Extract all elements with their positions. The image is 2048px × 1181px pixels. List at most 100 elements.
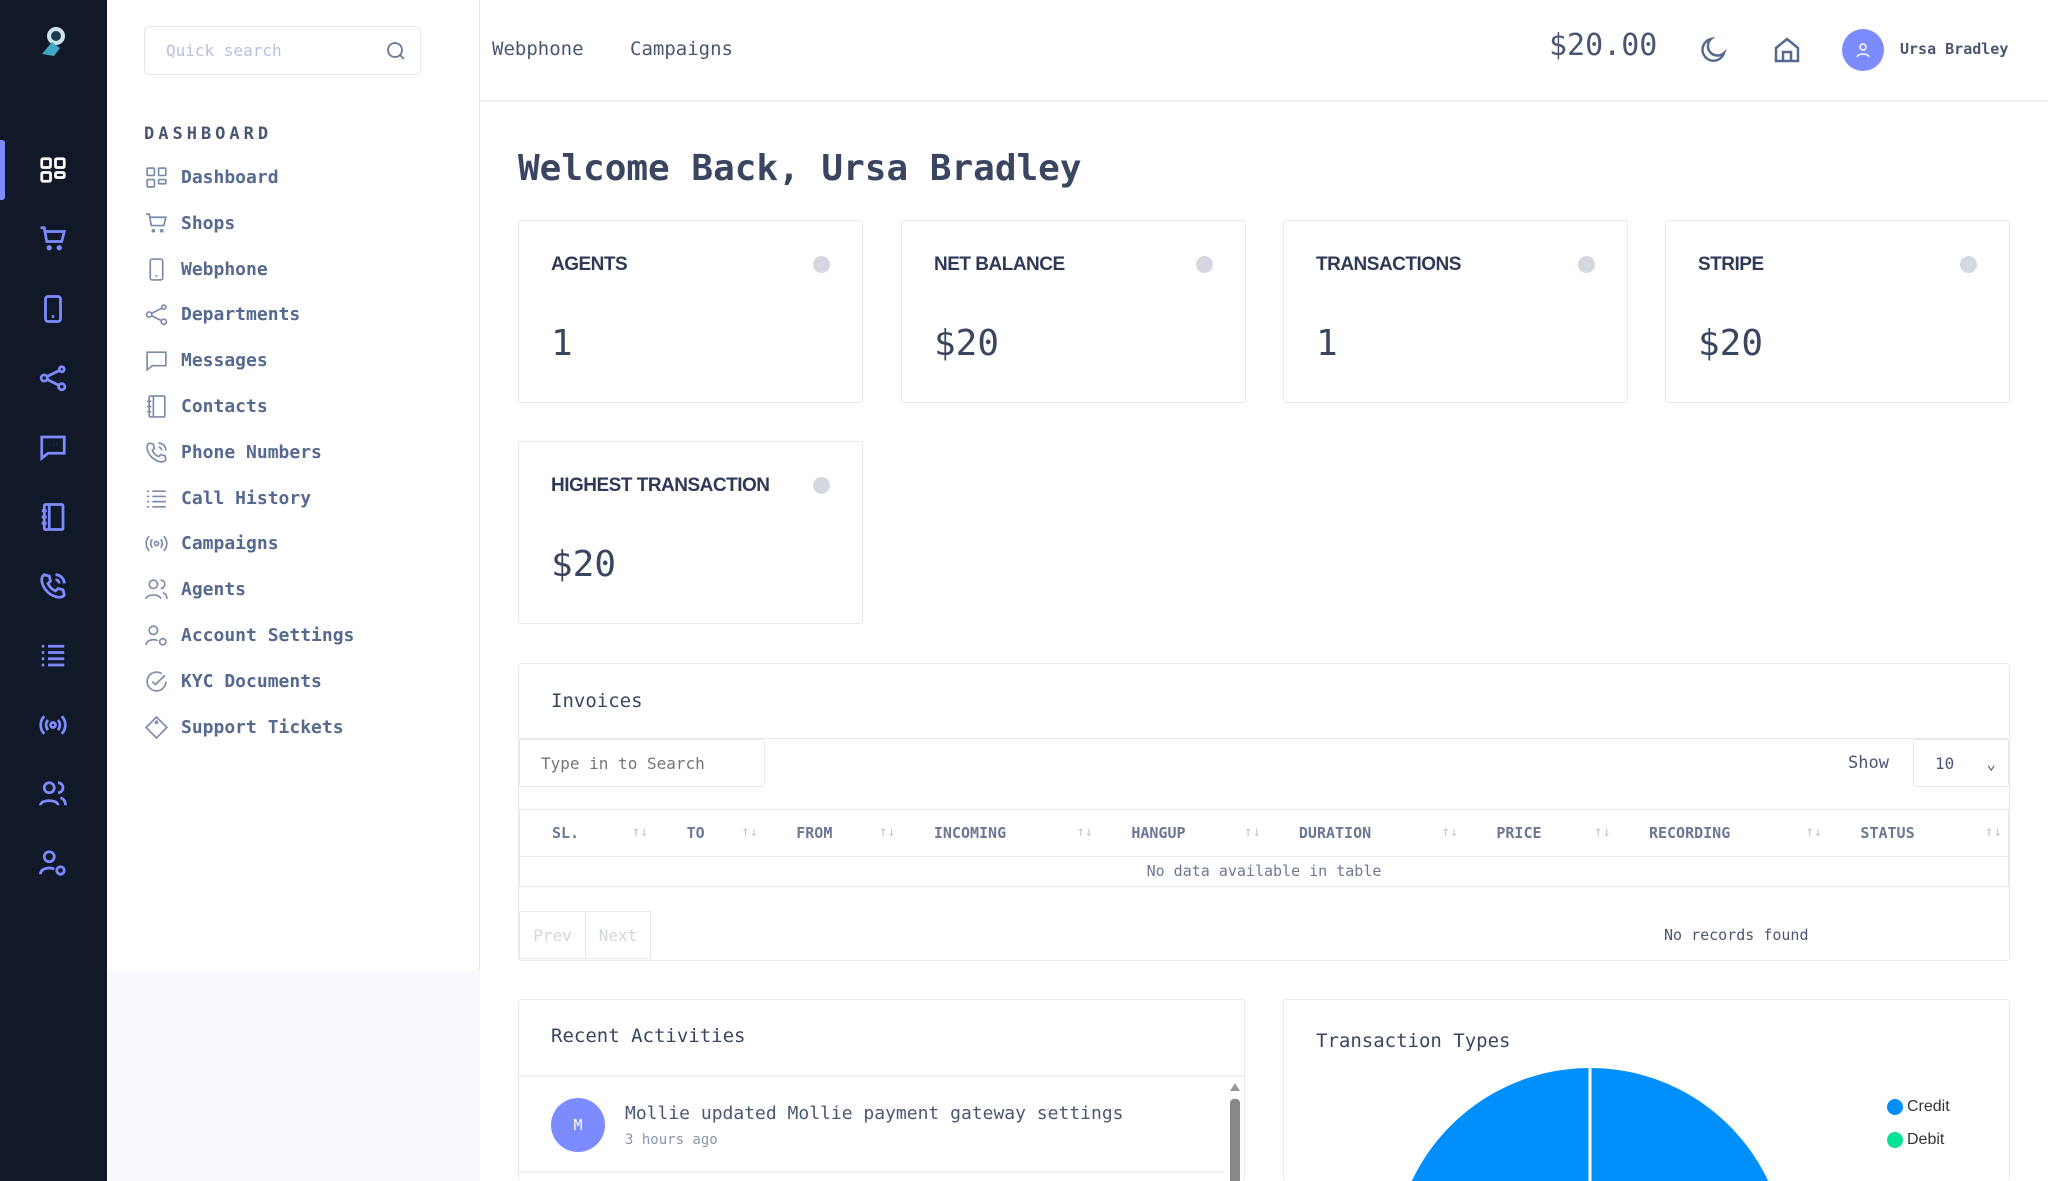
column-label: TO — [686, 823, 705, 842]
rail-share-nodes-icon[interactable] — [34, 359, 72, 397]
empty-message: No data available in table — [1146, 862, 1382, 881]
sidebar-item-support-tickets[interactable]: Support Tickets — [144, 715, 344, 740]
rail-user-gear-icon[interactable] — [34, 844, 72, 882]
sidebar-item-contacts[interactable]: Contacts — [144, 394, 268, 419]
activity-text: Mollie updated Mollie payment gateway se… — [625, 1103, 1124, 1124]
column-label: PRICE — [1496, 823, 1542, 842]
sidebar-item-dashboard[interactable]: Dashboard — [144, 165, 279, 190]
recent-activities-card: Recent Activities M Mollie updated Molli… — [518, 999, 1245, 1181]
next-button[interactable]: Next — [585, 911, 651, 959]
rail-grid-icon[interactable] — [34, 151, 72, 189]
sidebar-item-label: Shops — [181, 212, 236, 234]
legend-label: Credit — [1907, 1097, 1950, 1115]
info-icon[interactable] — [813, 256, 830, 273]
legend-label: Debit — [1907, 1130, 1945, 1148]
column-label: STATUS — [1860, 823, 1915, 842]
sort-icon[interactable]: ↑↓ — [1441, 824, 1459, 840]
sidebar-item-departments[interactable]: Departments — [144, 302, 300, 327]
sort-icon[interactable]: ↑↓ — [631, 824, 649, 840]
stat-card-net-balance: NET BALANCE $20 — [901, 220, 1246, 403]
rail-cart-icon[interactable] — [34, 220, 72, 258]
sidebar-item-label: Call History — [181, 487, 312, 509]
stat-card-transactions: TRANSACTIONS 1 — [1283, 220, 1628, 403]
rail-broadcast-icon[interactable] — [34, 706, 72, 744]
info-icon[interactable] — [1578, 256, 1595, 273]
quick-search-input[interactable] — [166, 41, 366, 60]
column-header[interactable]: STATUS ↑↓ — [1828, 810, 2008, 856]
invoice-search-input[interactable] — [519, 739, 765, 787]
sort-icon[interactable]: ↑↓ — [1244, 824, 1261, 840]
stat-value: 1 — [551, 323, 573, 364]
info-icon[interactable] — [813, 477, 830, 494]
moon-icon[interactable] — [1697, 34, 1729, 66]
logo-icon — [42, 27, 65, 56]
scrollbar[interactable] — [1230, 1083, 1240, 1181]
legend-marker — [1887, 1098, 1903, 1115]
users-icon — [145, 579, 168, 600]
user-name[interactable]: Ursa Bradley — [1900, 40, 2009, 58]
column-header[interactable]: RECORDING ↑↓ — [1617, 810, 1828, 856]
rail-chat-icon[interactable] — [34, 428, 72, 466]
section-title: DASHBOARD — [144, 124, 273, 144]
sidebar-item-label: Webphone — [181, 258, 268, 280]
list-item[interactable]: M Mollie updated Mollie payment gateway … — [519, 1077, 1224, 1173]
rail-list-icon[interactable] — [34, 636, 72, 674]
info-icon[interactable] — [1960, 256, 1977, 273]
legend-item[interactable]: Credit — [1887, 1090, 1950, 1123]
nav-webphone[interactable]: Webphone — [492, 38, 584, 60]
sidebar-item-agents[interactable]: Agents — [144, 577, 246, 602]
sort-icon[interactable]: ↑↓ — [1985, 824, 2002, 840]
column-header[interactable]: PRICE ↑↓ — [1464, 810, 1617, 856]
info-icon[interactable] — [1196, 256, 1213, 273]
home-icon[interactable] — [1771, 34, 1803, 66]
users-icon — [39, 781, 67, 806]
column-header[interactable]: DURATION ↑↓ — [1267, 810, 1464, 856]
sidebar-item-label: Account Settings — [181, 625, 355, 646]
invoices-title: Invoices — [551, 690, 643, 712]
sidebar-item-kyc-documents[interactable]: KYC Documents — [144, 669, 322, 694]
invoices-table: SL. ↑↓ TO ↑↓ FROM ↑↓ INCOMING ↑↓ HANGUP ↑↓ DURATIO… — [520, 810, 2008, 886]
sidebar-item-webphone[interactable]: Webphone — [144, 257, 268, 282]
rail-address-book-icon[interactable] — [34, 498, 72, 536]
rail-phone-device-icon[interactable] — [34, 290, 72, 328]
sidebar-item-campaigns[interactable]: Campaigns — [144, 531, 279, 556]
sort-icon[interactable]: ↑↓ — [1594, 824, 1611, 840]
chat-icon — [40, 435, 66, 462]
sidebar-item-messages[interactable]: Messages — [144, 348, 268, 373]
column-header[interactable]: TO ↑↓ — [655, 810, 765, 856]
sort-icon[interactable]: ↑↓ — [1805, 824, 1823, 840]
stat-title: HIGHEST TRANSACTION — [551, 475, 770, 496]
column-header[interactable]: FROM ↑↓ — [764, 810, 902, 856]
show-label: Show — [1848, 753, 1889, 773]
legend-item[interactable]: Debit — [1887, 1123, 1950, 1156]
column-header[interactable]: INCOMING ↑↓ — [902, 810, 1099, 856]
search-icon[interactable] — [386, 41, 406, 61]
column-header[interactable]: SL. ↑↓ — [520, 810, 655, 856]
quick-search[interactable] — [144, 26, 421, 75]
page-size-select[interactable]: 10 ⌄ — [1913, 739, 2009, 787]
pie-chart — [1411, 1068, 1769, 1181]
sort-icon[interactable]: ↑↓ — [741, 824, 759, 840]
stat-title: TRANSACTIONS — [1316, 254, 1461, 275]
sidebar-item-phone-numbers[interactable]: Phone Numbers — [144, 440, 322, 465]
chart-title: Transaction Types — [1316, 1030, 1511, 1052]
icon-rail — [0, 0, 107, 1181]
stat-value: $20 — [1698, 323, 1764, 364]
sidebar-item-shops[interactable]: Shops — [144, 211, 235, 236]
activity-time: 3 hours ago — [625, 1132, 718, 1148]
sidebar-item-call-history[interactable]: Call History — [144, 486, 311, 511]
sidebar-item-account-settings[interactable]: Account Settings — [144, 623, 354, 648]
active-indicator — [0, 140, 5, 200]
column-header[interactable]: HANGUP ↑↓ — [1099, 810, 1267, 856]
nav-campaigns[interactable]: Campaigns — [630, 38, 733, 60]
rail-users-icon[interactable] — [34, 775, 72, 813]
sort-icon[interactable]: ↑↓ — [879, 824, 896, 840]
avatar[interactable] — [1842, 29, 1884, 71]
prev-button[interactable]: Prev — [519, 911, 586, 959]
rail-phone-call-icon[interactable] — [34, 567, 72, 605]
sidebar-item-label: Campaigns — [181, 533, 279, 555]
broadcast-icon — [39, 715, 67, 735]
grid-icon — [146, 167, 167, 188]
activity-avatar: M — [551, 1098, 605, 1152]
sort-icon[interactable]: ↑↓ — [1076, 824, 1094, 840]
